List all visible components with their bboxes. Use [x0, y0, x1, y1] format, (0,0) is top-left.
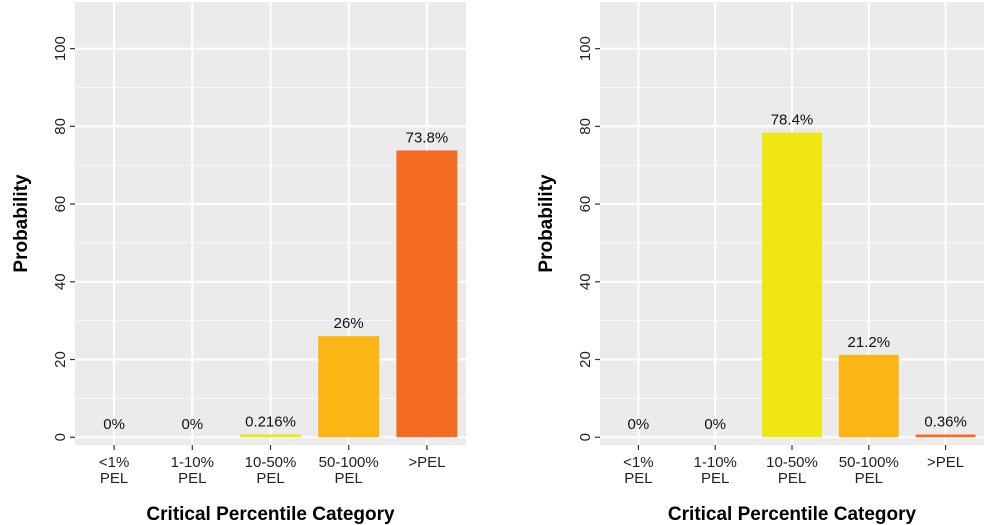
data-label: 78.4% [771, 112, 814, 129]
y-tick-label: 20 [577, 351, 594, 368]
data-label: 0% [704, 416, 726, 433]
y-tick-label: 40 [577, 273, 594, 290]
bar [915, 434, 976, 438]
x-tick-label: >PEL [408, 454, 445, 471]
chart-left: 0% 0% 0.216% 26% 73.8% 0 20 40 60 80 100 <1% PEL 1-10… [11, 2, 466, 525]
y-tick-label: 40 [52, 273, 69, 290]
bar [240, 434, 301, 438]
y-tick-label: 0 [577, 433, 594, 441]
y-tick-label: 100 [52, 36, 69, 61]
y-tick-label: 0 [52, 433, 69, 441]
data-label: 0.216% [245, 414, 296, 431]
x-tick-label: >PEL [927, 454, 964, 471]
x-tick-label: 10-50% PEL [766, 454, 818, 487]
x-tick-label: <1% PEL [99, 454, 129, 487]
bar [762, 132, 822, 438]
x-tick-label: 1-10% PEL [694, 454, 737, 487]
x-tick-label: 50-100% PEL [839, 454, 899, 487]
data-label: 0% [181, 416, 203, 433]
data-label: 26% [334, 315, 364, 332]
x-tick-label: <1% PEL [623, 454, 653, 487]
x-axis-title: Critical Percentile Category [668, 504, 917, 525]
y-tick-label: 60 [52, 196, 69, 213]
data-label: 0% [628, 416, 650, 433]
y-axis-title: Probability [536, 174, 557, 273]
data-label: 73.8% [406, 129, 449, 146]
x-tick-label: 1-10% PEL [171, 454, 214, 487]
y-tick-label: 100 [577, 36, 594, 61]
x-tick-label: 50-100% PEL [319, 454, 379, 487]
data-label: 0% [103, 416, 125, 433]
x-axis-title: Critical Percentile Category [146, 504, 395, 525]
y-tick-label: 80 [52, 118, 69, 135]
y-axis-title: Probability [11, 174, 32, 273]
bar [396, 150, 458, 438]
y-tick-label: 20 [52, 351, 69, 368]
y-tick-label: 60 [577, 196, 594, 213]
chart-right: 0% 0% 78.4% 21.2% 0.36% 0 20 40 60 80 100 <1% PEL 1-1… [536, 2, 984, 525]
data-label: 21.2% [848, 334, 891, 351]
bar [838, 354, 899, 438]
bar [318, 336, 380, 438]
y-tick-label: 80 [577, 118, 594, 135]
data-label: 0.36% [924, 414, 967, 431]
x-tick-label: 10-50% PEL [245, 454, 297, 487]
